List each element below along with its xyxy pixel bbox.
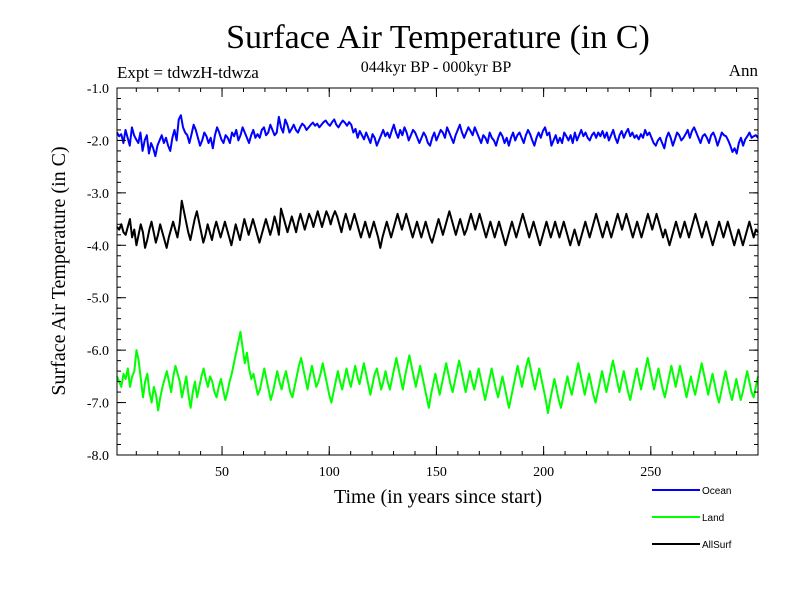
chart-subtitle: 044kyr BP - 000kyr BP	[361, 59, 512, 76]
y-tick-label: -2.0	[87, 134, 109, 149]
x-tick-label: 200	[533, 465, 554, 480]
legend: Ocean Land AllSurf	[652, 486, 732, 551]
x-tick-label: 150	[426, 465, 447, 480]
y-axis-label: Surface Air Temperature (in C)	[48, 146, 70, 395]
legend-label-land: Land	[702, 513, 724, 524]
x-tick-label: 100	[319, 465, 340, 480]
series-line-land	[116, 330, 759, 415]
x-axis-label: Time (in years since start)	[334, 486, 542, 508]
y-tick-label: -3.0	[87, 187, 109, 202]
period-label: Ann	[729, 61, 759, 80]
y-tick-label: -1.0	[87, 82, 109, 97]
x-tick-label: 50	[215, 465, 229, 480]
y-tick-label: -6.0	[87, 344, 109, 359]
x-tick-label: 250	[640, 465, 661, 480]
legend-label-allsurf: AllSurf	[702, 540, 732, 551]
plot-area: -8.0 -7.0 -6.0 -5.0 -4.0 -3.0 -2.0 -1.0 50 100 150…	[87, 82, 759, 480]
series-line-allsurf	[116, 199, 759, 249]
y-tick-label: -5.0	[87, 292, 109, 307]
expt-label: Expt = tdwzH-tdwza	[117, 63, 259, 82]
legend-label-ocean: Ocean	[702, 486, 731, 497]
series-line-ocean	[116, 114, 759, 158]
y-tick-label: -4.0	[87, 239, 109, 254]
plot-frame	[116, 87, 759, 456]
chart-title: Surface Air Temperature (in C)	[226, 19, 650, 56]
y-tick-label: -7.0	[87, 397, 109, 412]
y-tick-label: -8.0	[87, 449, 109, 464]
